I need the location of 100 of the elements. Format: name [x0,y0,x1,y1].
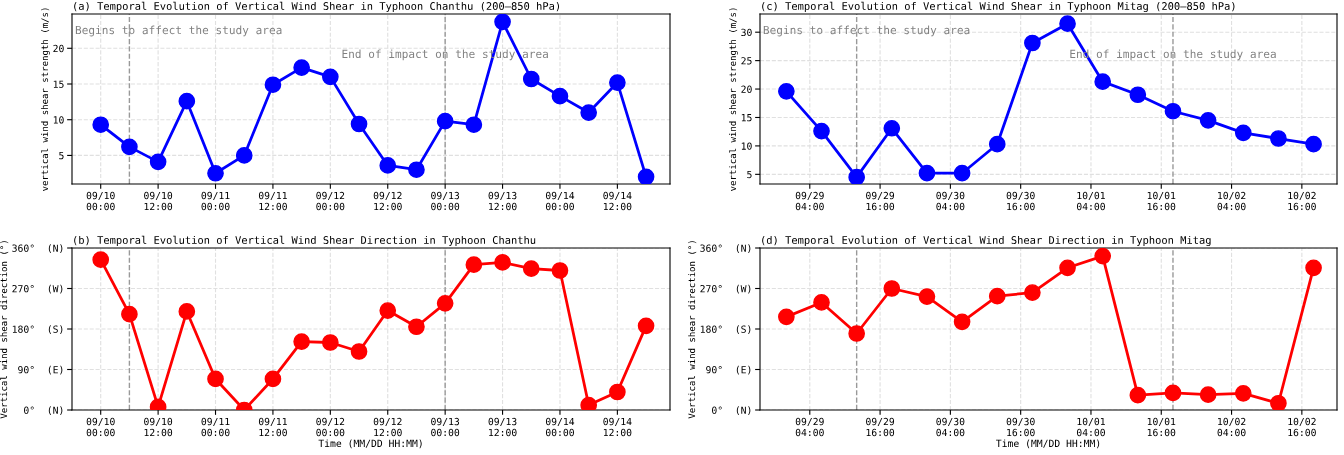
x-tick-label: 10/01 16:00 [1147,417,1176,437]
point [778,82,795,100]
x-tick-label: 09/11 00:00 [201,417,230,437]
point [121,305,138,323]
point [1129,386,1147,404]
point [207,164,224,182]
point [322,68,339,86]
y-tick-label: 270° (W) [700,284,751,294]
x-tick-label: 09/11 12:00 [258,417,287,437]
point [408,161,425,179]
point [264,76,282,94]
x-tick-label: 09/11 00:00 [201,191,230,211]
x-tick-label: 09/29 04:00 [795,191,824,211]
y-tick-label: 20 [741,85,752,93]
x-tick-label: 10/02 04:00 [1217,417,1246,437]
y-tick-label: 5 [59,152,64,160]
y-tick-label: 90° (E) [706,365,751,375]
x-tick-label: 09/30 04:00 [936,417,965,437]
x-tick-label: 10/02 16:00 [1288,417,1316,437]
point [580,396,598,410]
point [953,164,971,182]
point [1059,15,1076,32]
point [379,302,397,319]
x-tick-label: 09/10 00:00 [86,417,115,437]
ref-line-label: Begins to affect the study area [763,25,970,37]
point [1164,384,1182,402]
point [813,294,830,311]
point [522,70,540,88]
point [350,343,368,360]
point [350,115,368,133]
y-tick-label: 360° (N) [700,244,751,253]
point [293,333,310,350]
point [149,153,167,171]
point [408,318,425,336]
y-tick-label: 5 [747,170,752,179]
point [235,147,253,164]
point [293,59,310,76]
point [1270,130,1287,147]
chart-title: (c) Temporal Evolution of Vertical Wind Shear in Typhoon Mitag (200—850 hPa) [762,1,1235,13]
point [848,168,865,184]
chart-title: (b) Temporal Evolution of Vertical Wind Shear Direction in Typhoon Chanthu [74,235,536,246]
point [609,74,626,91]
y-tick-label: 30 [741,28,752,37]
y-tick-label: 10 [53,116,64,124]
x-tick-label: 09/14 00:00 [545,191,575,211]
point [1024,34,1041,52]
x-axis-title: Time (MM/DD HH:MM) [318,439,422,449]
x-tick-label: 09/30 16:00 [1006,191,1035,211]
x-tick-label: 09/10 12:00 [144,191,173,211]
point [1234,124,1252,142]
point [465,256,483,273]
point [609,383,626,401]
point [988,135,1006,153]
point [1059,259,1076,277]
point [637,168,655,184]
point [1270,394,1287,410]
x-tick-label: 09/30 04:00 [936,191,965,211]
point [178,92,196,110]
point [988,287,1006,305]
point [1305,259,1322,277]
point [813,122,830,140]
x-tick-label: 09/29 16:00 [866,191,895,211]
x-tick-label: 09/10 00:00 [86,191,115,211]
x-tick-label: 09/14 00:00 [545,417,575,437]
y-tick-label: 360° (N) [12,244,63,253]
point [1234,385,1252,402]
x-tick-label: 10/01 04:00 [1076,191,1105,211]
point [580,104,598,121]
point [121,138,138,156]
point [1305,135,1322,153]
y-tick-label: 10 [741,142,752,150]
point [1094,73,1112,90]
point [436,295,454,312]
point [494,254,511,271]
point [1094,248,1112,265]
x-tick-label: 09/14 12:00 [603,417,632,437]
point [848,325,865,342]
point [92,116,110,134]
point [883,280,901,297]
point [918,164,936,182]
point [92,251,110,269]
point [918,288,936,305]
x-tick-label: 09/13 12:00 [488,191,517,211]
y-axis-title: vertical wind shear strength (m/s) [729,8,738,191]
x-tick-label: 09/12 12:00 [373,417,402,437]
annotation: Begins to affect the study area [75,25,282,37]
y-axis-title: vertical wind shear strength (m/s) [41,8,50,191]
y-axis-title: Vertical wind shear direction (°) [0,241,9,419]
y-axis-title: Vertical wind shear direction (°) [688,241,697,419]
x-tick-label: 09/14 12:00 [603,191,632,211]
chart-title: (a) Temporal Evolution of Vertical Wind Shear in Typhoon Chanthu (200—850 hPa) [74,1,559,12]
x-tick-label: 09/11 12:00 [258,191,287,211]
x-tick-label: 10/01 04:00 [1076,417,1105,437]
point [551,87,569,105]
y-tick-label: 15 [53,80,64,88]
y-tick-label: 15 [741,114,752,122]
point [379,157,397,174]
y-tick-label: 90° (E) [18,365,63,375]
y-tick-label: 180° (S) [700,325,751,334]
point [1164,102,1182,120]
